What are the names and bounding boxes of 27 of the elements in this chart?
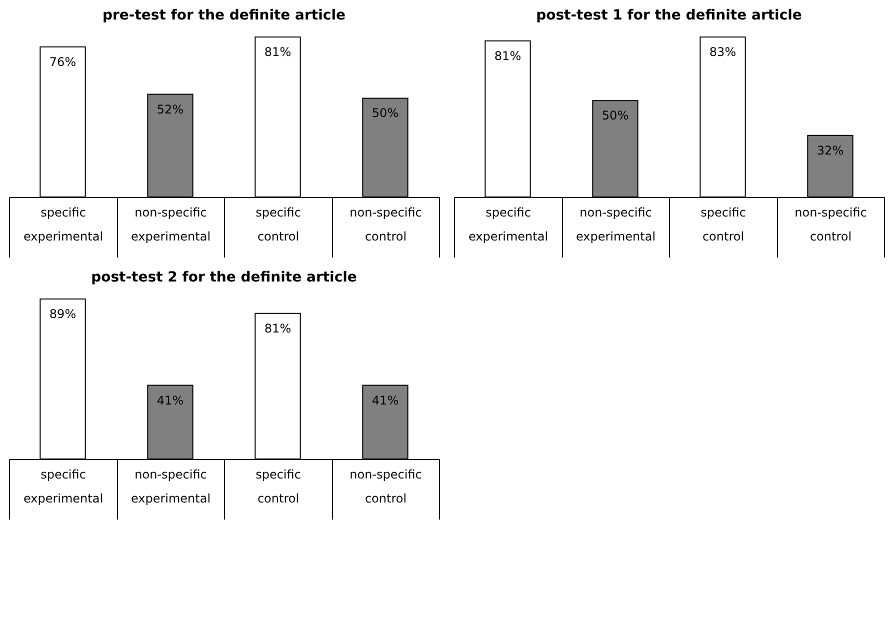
chart-title: pre-test for the definite article (102, 8, 346, 24)
x-tick-label: specific experimental (468, 206, 548, 244)
data-label: 89% (49, 307, 76, 321)
x-tick-label: specific control (256, 206, 301, 244)
x-tick-label: specific experimental (23, 468, 104, 506)
data-label: 41% (156, 393, 184, 408)
data-label: 81% (264, 321, 292, 336)
data-label: 41% (372, 393, 399, 408)
x-tick-label: non-specific experimental (130, 468, 211, 506)
x-tick-label: non-specific experimental (130, 206, 211, 244)
x-tick-label: non-specific control (350, 206, 422, 244)
x-tick-label: specific control (700, 206, 746, 244)
x-tick-label: non-specific control (794, 206, 867, 244)
x-tick-label: specific control (256, 468, 301, 506)
data-label: 50% (602, 108, 629, 123)
data-label: 76% (49, 54, 76, 69)
data-label: 81% (494, 48, 522, 63)
x-tick-label: non-specific experimental (576, 206, 656, 244)
data-label: 50% (372, 106, 399, 120)
chart-title: post-test 1 for the definite article (536, 8, 802, 24)
data-label: 83% (709, 45, 736, 59)
data-label: 52% (156, 102, 184, 116)
data-label: 32% (816, 143, 844, 158)
chart-title: post-test 2 for the definite article (91, 270, 357, 286)
x-tick-label: non-specific control (350, 468, 422, 506)
x-tick-label: specific experimental (23, 206, 104, 244)
data-label: 81% (264, 45, 292, 59)
